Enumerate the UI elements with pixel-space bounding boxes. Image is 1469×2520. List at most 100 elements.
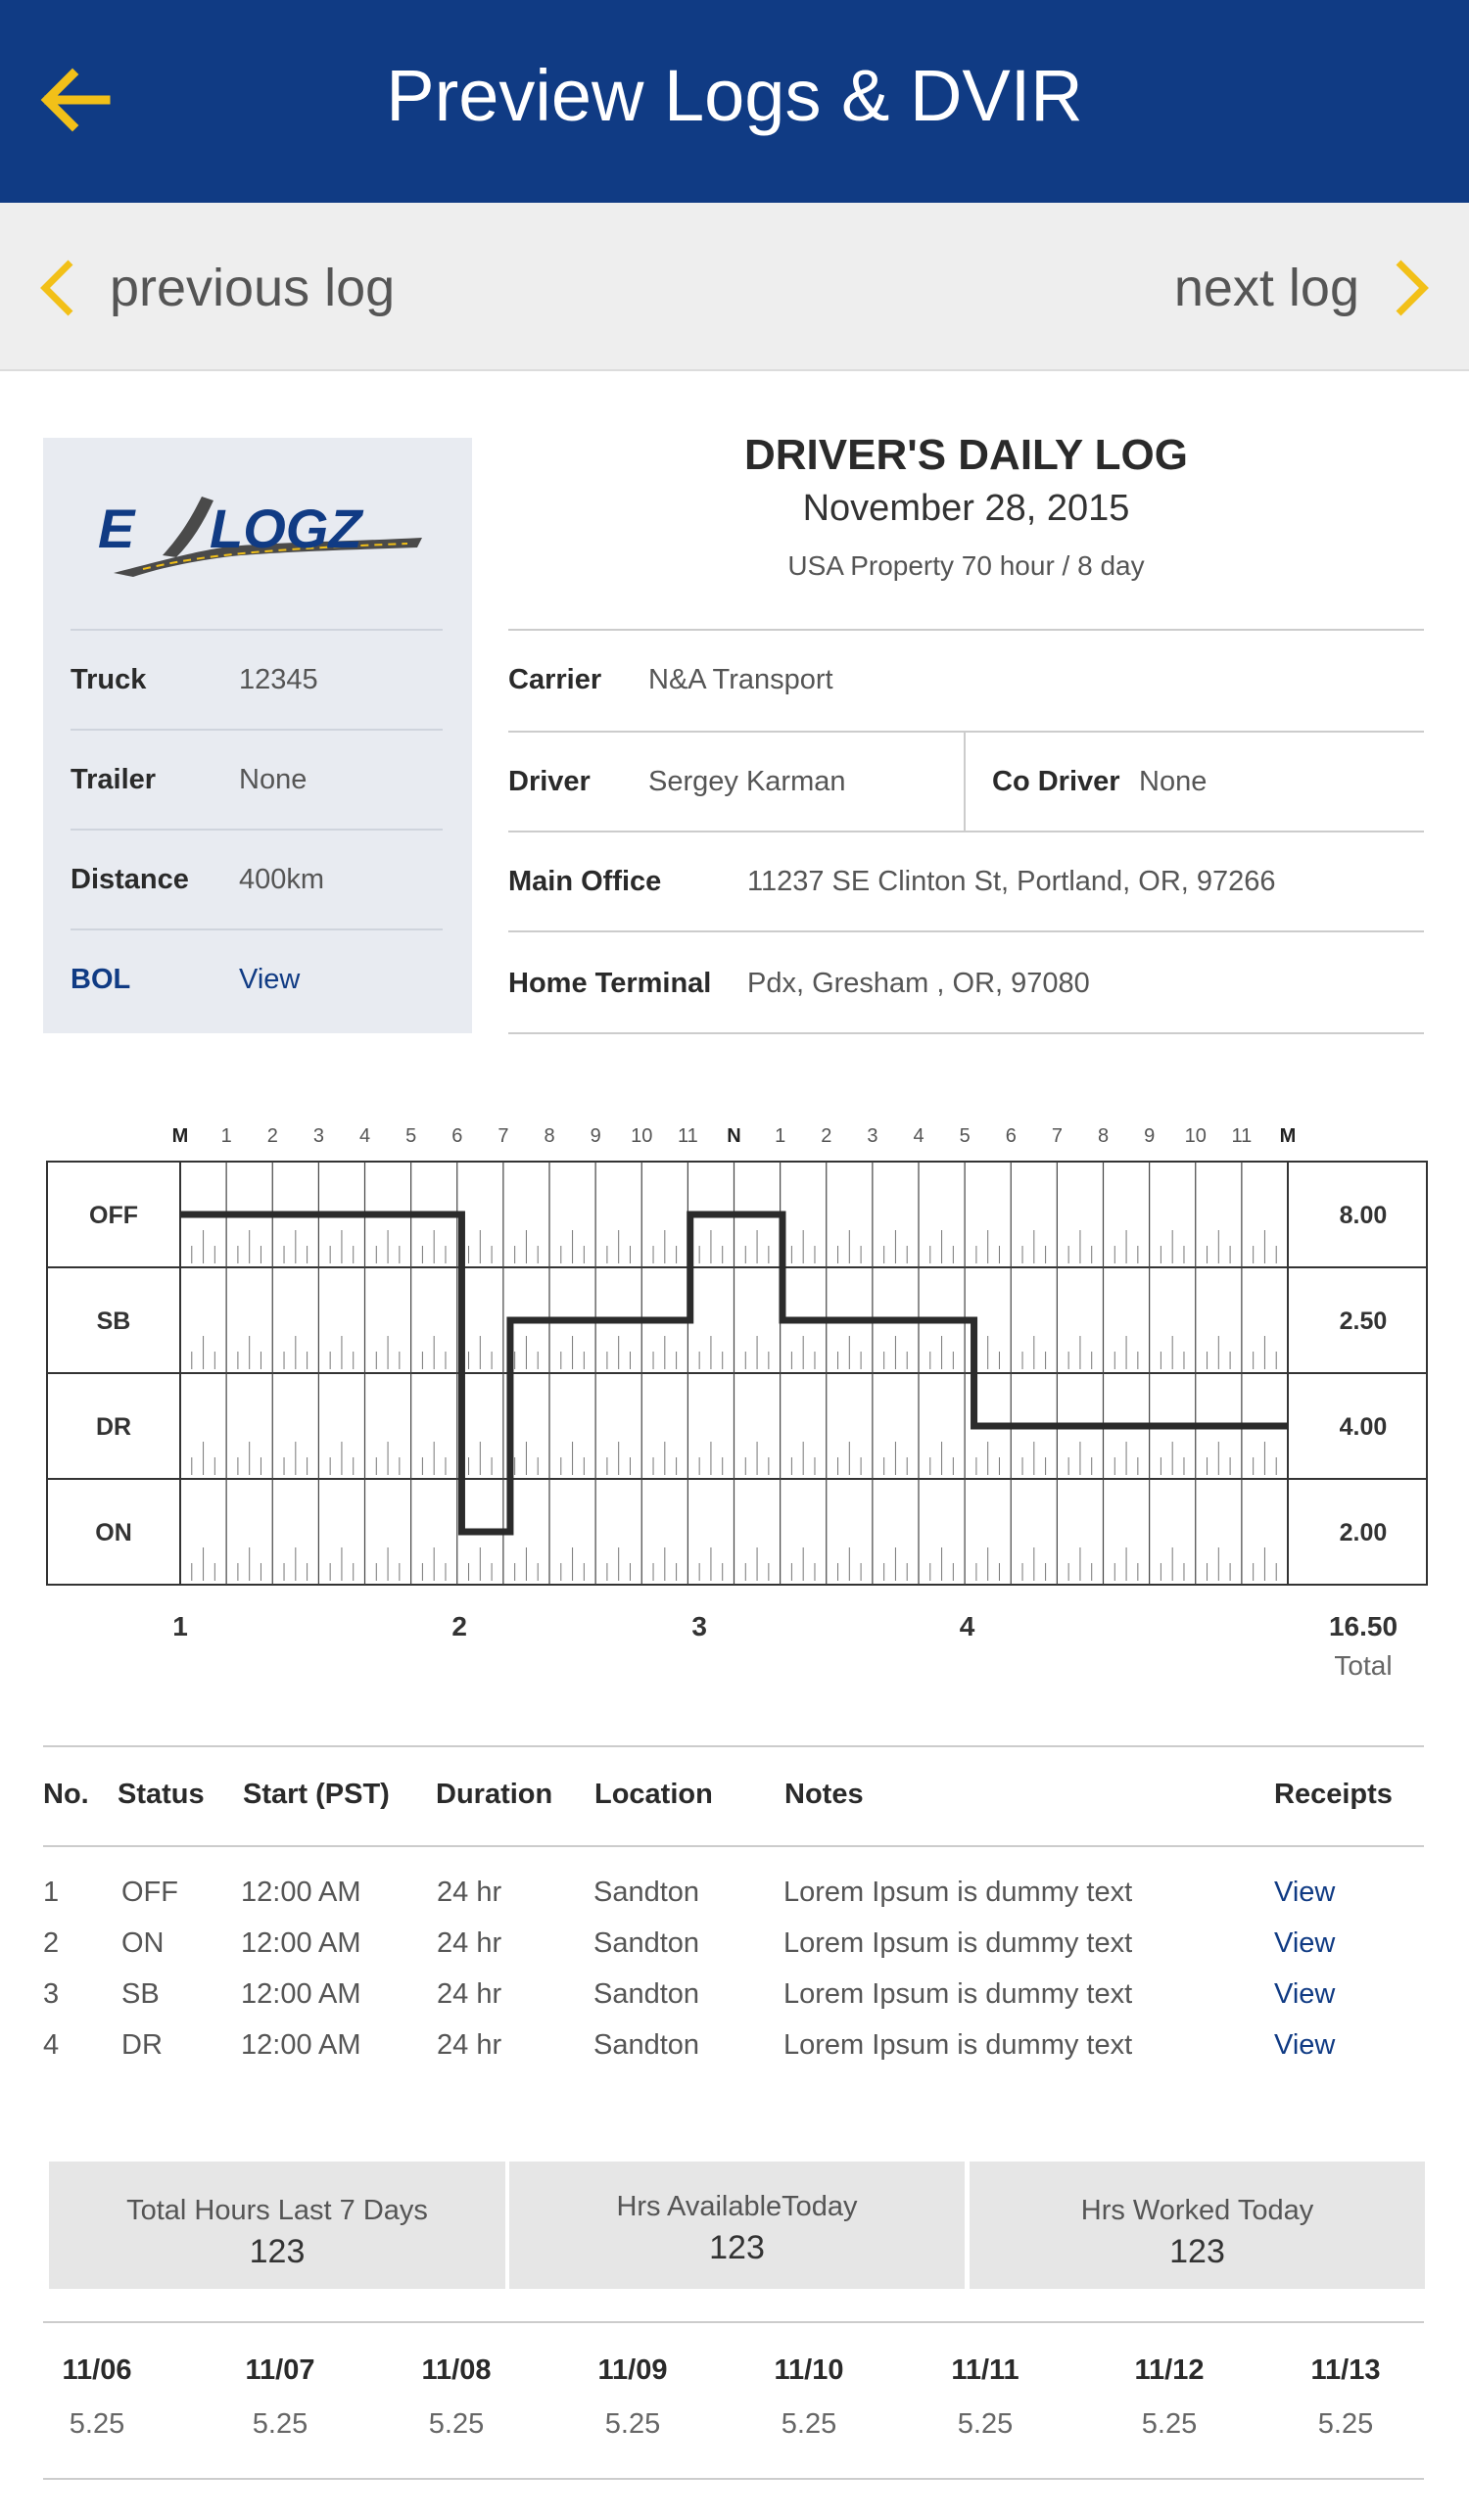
previous-log-button[interactable]: previous log <box>37 254 395 322</box>
cell-notes: Lorem Ipsum is dummy text <box>783 1927 1133 1959</box>
carrier-field: Carrier <box>508 664 601 696</box>
log-cycle-rule: USA Property 70 hour / 8 day <box>787 550 1145 581</box>
hour-label: N <box>727 1125 740 1147</box>
cell-location: Sandton <box>593 1877 700 1908</box>
cell-no: 3 <box>43 1978 60 2010</box>
hour-label: 10 <box>1185 1125 1207 1147</box>
table-row: 3 SB 12:00 AM 24 hr Sandton Lorem Ipsum … <box>43 1971 1424 2021</box>
cell-duration: 24 hr <box>437 1927 502 1959</box>
truck-label: Truck <box>71 663 147 695</box>
bol-view-link[interactable]: View <box>239 963 301 995</box>
home-terminal-label: Home Terminal <box>508 968 712 999</box>
receipt-view-link[interactable]: View <box>1274 2029 1336 2061</box>
col-header-start: Start (PST) <box>243 1779 390 1810</box>
trailer-label: Trailer <box>71 763 157 795</box>
main-office-value-wrap: 11237 SE Clinton St, Portland, OR, 97266 <box>747 866 1276 898</box>
hour-label: 7 <box>498 1125 508 1147</box>
distance-label: Distance <box>71 863 189 895</box>
receipt-view-link[interactable]: View <box>1274 1927 1336 1959</box>
hour-label: 1 <box>221 1125 232 1147</box>
hour-label: 5 <box>960 1125 971 1147</box>
log-date: November 28, 2015 <box>802 488 1130 529</box>
hour-label: 10 <box>631 1125 652 1147</box>
cell-duration: 24 hr <box>437 1877 502 1908</box>
log-title: DRIVER'S DAILY LOG <box>744 431 1188 479</box>
back-button[interactable] <box>37 59 119 141</box>
day-date: 11/07 <box>245 2354 315 2386</box>
stat-label: Hrs Worked Today <box>1080 2195 1314 2226</box>
cell-duration: 24 hr <box>437 1978 502 2010</box>
stat-label: Total Hours Last 7 Days <box>126 2195 428 2226</box>
day-hours: 5.25 <box>1317 2408 1374 2440</box>
svg-text:E: E <box>98 498 136 559</box>
day-item: 11/06 5.25 <box>24 2354 170 2441</box>
carrier-value-wrap: N&A Transport <box>648 664 833 696</box>
status-row-label: SB <box>97 1308 131 1335</box>
day-item: 11/08 5.25 <box>383 2354 530 2441</box>
day-hours: 5.25 <box>428 2408 485 2440</box>
main-office-label: Main Office <box>508 866 662 897</box>
chevron-right-icon <box>1396 260 1429 316</box>
day-date: 11/12 <box>1134 2354 1205 2386</box>
chevron-left-icon <box>40 260 73 316</box>
distance-row: Distance 400km <box>71 829 443 928</box>
day-item: 11/11 5.25 <box>912 2354 1059 2441</box>
table-row: 4 DR 12:00 AM 24 hr Sandton Lorem Ipsum … <box>43 2021 1424 2072</box>
column-divider <box>964 733 966 831</box>
total-hours-value: 16.50 <box>1329 1611 1398 1641</box>
status-row-label: OFF <box>89 1202 138 1229</box>
hour-label: 3 <box>313 1125 324 1147</box>
ezlogz-logo: E LOGZ <box>98 497 422 577</box>
recent-days-hours: 11/06 5.25 11/07 5.25 11/08 5.25 11/09 5… <box>43 2321 1424 2480</box>
day-date: 11/11 <box>951 2354 1019 2386</box>
hour-label: 3 <box>867 1125 877 1147</box>
hour-label: 6 <box>1006 1125 1017 1147</box>
hour-label: M <box>172 1125 189 1147</box>
day-hours: 5.25 <box>604 2408 661 2440</box>
day-date: 11/09 <box>597 2354 668 2386</box>
divider <box>508 930 1424 932</box>
receipt-view-link[interactable]: View <box>1274 1978 1336 2010</box>
day-date: 11/06 <box>62 2354 132 2386</box>
hour-label: 1 <box>775 1125 785 1147</box>
distance-value: 400km <box>239 863 325 895</box>
divider <box>508 831 1424 832</box>
divider <box>508 731 1424 733</box>
cell-start: 12:00 AM <box>241 1877 361 1908</box>
cell-notes: Lorem Ipsum is dummy text <box>783 1978 1133 2010</box>
day-hours: 5.25 <box>1141 2408 1198 2440</box>
table-row: 2 ON 12:00 AM 24 hr Sandton Lorem Ipsum … <box>43 1920 1424 1971</box>
day-item: 11/07 5.25 <box>207 2354 354 2441</box>
svg-text:LOGZ: LOGZ <box>210 498 363 559</box>
hour-label: 4 <box>913 1125 924 1147</box>
main-office-value: 11237 SE Clinton St, Portland, OR, 97266 <box>747 866 1276 897</box>
events-table-header: No. Status Start (PST) Duration Location… <box>43 1745 1424 1847</box>
status-row-total: 8.00 <box>1340 1202 1388 1229</box>
day-date: 11/08 <box>421 2354 492 2386</box>
truck-row: Truck 12345 <box>71 629 443 729</box>
log-navigation: previous log next log <box>0 203 1469 371</box>
col-header-notes: Notes <box>784 1779 864 1810</box>
hour-label: 4 <box>359 1125 370 1147</box>
codriver-value: None <box>1139 766 1208 797</box>
status-row-total: 4.00 <box>1340 1413 1388 1441</box>
trailer-value: None <box>239 763 308 795</box>
stat-value: 123 <box>249 2233 306 2270</box>
truck-value: 12345 <box>239 663 318 695</box>
cell-start: 12:00 AM <box>241 2029 361 2061</box>
stat-label: Hrs AvailableToday <box>616 2191 858 2222</box>
col-header-no: No. <box>43 1779 89 1810</box>
hour-label: 5 <box>405 1125 416 1147</box>
duty-status-grid: M 1 2 3 4 5 6 7 8 9 10 11 N 1 2 3 4 5 6 7 8 9 10 11 M OFF 8.00 SB 2.… <box>0 1107 1469 1694</box>
status-row-label: DR <box>96 1413 131 1441</box>
day-date: 11/13 <box>1310 2354 1381 2386</box>
driver-field: Driver <box>508 766 591 798</box>
next-log-button[interactable]: next log <box>1174 254 1432 322</box>
hour-label: 8 <box>544 1125 554 1147</box>
stat-value: 123 <box>709 2229 765 2266</box>
receipt-view-link[interactable]: View <box>1274 1877 1336 1908</box>
event-marker: 4 <box>960 1611 975 1641</box>
next-log-label: next log <box>1173 259 1359 317</box>
cell-duration: 24 hr <box>437 2029 502 2061</box>
hour-label: 11 <box>1231 1125 1252 1147</box>
